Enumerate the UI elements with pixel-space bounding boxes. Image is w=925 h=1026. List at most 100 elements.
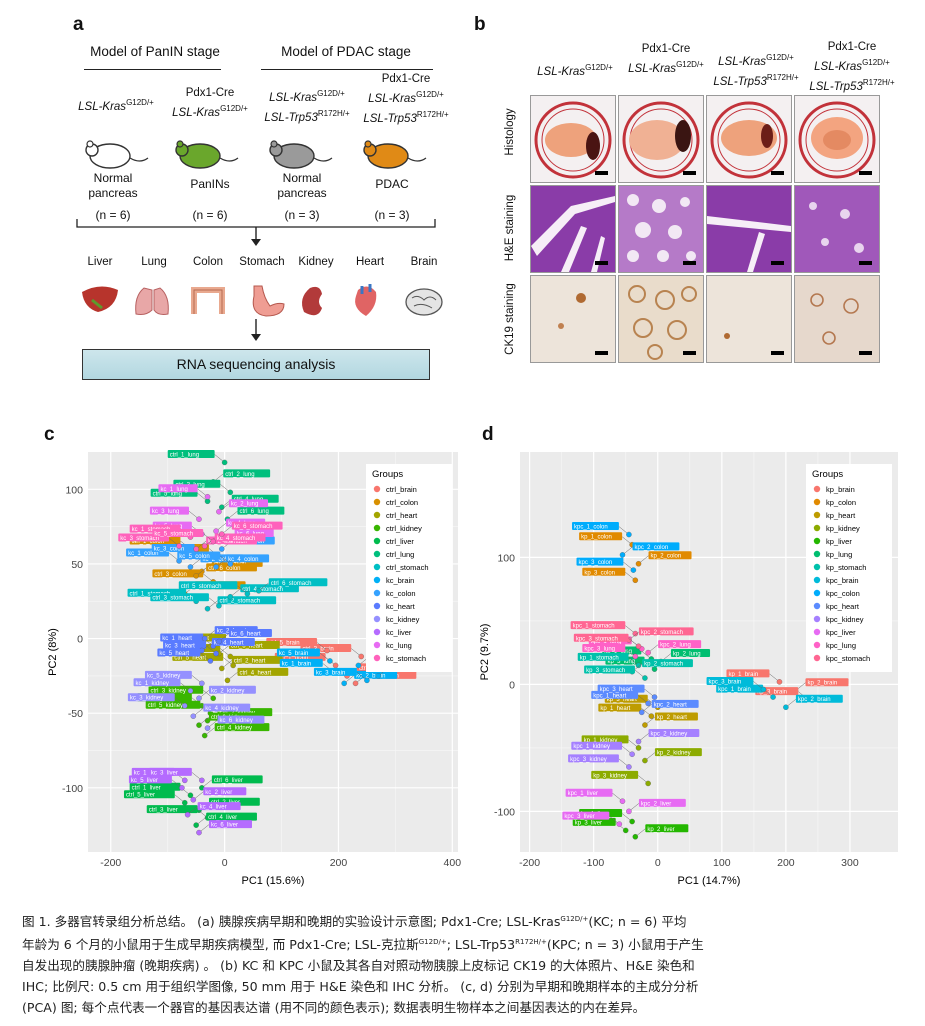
data-point [199, 777, 205, 784]
organ-label-heart: Heart [355, 256, 385, 268]
point-tag-text: kc_6_heart [231, 632, 261, 638]
point-tag-text: ctrl_6_colon [208, 566, 240, 572]
group4-state: PDAC [375, 177, 409, 191]
ck19-stain-image [794, 275, 880, 363]
data-point [204, 494, 211, 500]
data-point [651, 694, 658, 700]
data-point [182, 702, 188, 709]
point-tag-text: kc_5_stomach [154, 532, 193, 538]
group1-state: Normal pancreas [88, 171, 138, 200]
mouse-icon [175, 140, 239, 169]
point-tag-text: kp_1_colon [581, 535, 612, 541]
legend-swatch [373, 602, 381, 610]
organ-label-stomach: Stomach [239, 256, 285, 268]
legend-entry: kc_liver [386, 628, 412, 637]
data-point [375, 673, 382, 679]
group3-genotype: LSL-KrasG12D/+ LSL-Trp53R172H/+ [264, 89, 350, 124]
point-tag-text: kc_4_stomach [217, 536, 256, 542]
point-tag-text: kp_3_heart [607, 697, 637, 703]
point-tag-text: kc_1_heart [162, 636, 192, 642]
data-point [193, 573, 199, 579]
point-tag-text: ctrl_6_stomach [271, 581, 312, 587]
organ-label-liver: Liver [87, 256, 113, 268]
point-tag-text: ctrl_5_kidney [148, 703, 183, 709]
point-tag-text: kc_4_liver [200, 805, 227, 811]
legend-swatch [373, 641, 381, 649]
point-tag-text: kc_3_liver [151, 770, 178, 776]
he-stain-image [794, 185, 880, 273]
data-point [201, 543, 208, 549]
point-tag [648, 729, 700, 738]
legend-swatch [813, 563, 821, 571]
point-tag-text: ctrl_1_lung [170, 452, 199, 458]
point-tag-text: kpc_1_lung [591, 639, 622, 645]
point-tag [576, 557, 624, 566]
data-point [616, 821, 623, 827]
point-tag [226, 554, 270, 563]
x-tick-label: -100 [583, 857, 604, 869]
y-tick-label: 50 [71, 559, 83, 571]
point-tag [654, 748, 702, 757]
legend-swatch [813, 524, 821, 532]
panel-d-letter: d [482, 424, 494, 445]
point-tag [648, 551, 692, 560]
point-tag [223, 469, 271, 478]
point-tag [581, 735, 629, 744]
point-tag [582, 567, 626, 576]
point-tag [638, 627, 694, 636]
point-tag-text: ctrl_6_liver [214, 778, 243, 784]
panel-b-letter: b [474, 14, 486, 35]
point-tag [158, 484, 198, 493]
legend-swatch [373, 550, 381, 558]
y-tick-label: 100 [497, 552, 515, 564]
point-tag [632, 542, 680, 551]
organ-label-colon: Colon [192, 256, 224, 268]
legend-swatch [813, 485, 821, 493]
data-point [227, 489, 234, 496]
panel-a-connectors [76, 219, 436, 341]
point-tag-text: kc_5_heart [159, 651, 189, 657]
point-tag [157, 648, 201, 657]
data-point [187, 564, 194, 570]
data-point [204, 605, 211, 612]
organ-row: Liver Lung Colon Stomach Kidney Heart Br… [72, 256, 462, 326]
point-tag [706, 676, 754, 685]
point-tag-text: kc_4_kidney [205, 706, 238, 712]
point-tag-text: kc_2_stomach [208, 539, 247, 545]
y-tick-label: 0 [509, 679, 515, 691]
data-point [216, 602, 222, 609]
legend-swatch [813, 641, 821, 649]
data-point [219, 531, 225, 537]
point-tag [151, 543, 195, 552]
y-tick-label: 0 [77, 634, 83, 646]
point-tag [573, 633, 629, 642]
point-tag-text: kc_4_heart [214, 641, 244, 647]
point-tag-text: ctrl_5_lung [153, 491, 182, 497]
point-tag-text: kc_5_colon [179, 554, 209, 560]
data-point [210, 538, 216, 545]
x-axis-label: PC1 (14.7%) [678, 875, 741, 887]
point-tag-text: ctrl_1_liver [132, 785, 161, 791]
scale-bar [859, 171, 872, 175]
legend-entry: ctrl_stomach [386, 563, 429, 572]
data-point [230, 662, 236, 669]
x-tick-label: 0 [222, 857, 228, 869]
x-tick-label: 200 [777, 857, 795, 869]
point-tag-text: kp_3_colon [584, 570, 615, 576]
point-tag [217, 715, 265, 724]
legend-entry: kc_kidney [386, 615, 420, 624]
data-point [635, 738, 642, 745]
data-point [648, 713, 655, 719]
point-tag [584, 665, 635, 674]
legend-entry: kc_heart [386, 602, 416, 611]
rna-seq-box: RNA sequencing analysis [82, 349, 430, 380]
point-tag [231, 521, 283, 530]
point-tag [128, 775, 172, 784]
scale-bar [771, 261, 784, 265]
point-tag-text: kc_3_lung [152, 509, 179, 515]
panel-a-letter: a [73, 14, 84, 35]
data-point [626, 764, 632, 770]
point-tag-text: ctrl_4_heart [239, 670, 271, 676]
point-tag-text: ctrl_4_kidney [217, 726, 252, 732]
point-tag [268, 578, 328, 587]
